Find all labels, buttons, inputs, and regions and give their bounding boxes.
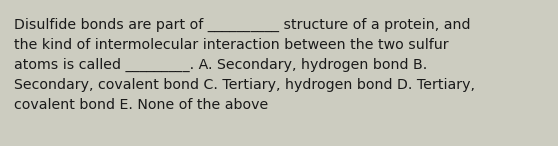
Text: Disulfide bonds are part of __________ structure of a protein, and
the kind of i: Disulfide bonds are part of __________ s…	[14, 18, 475, 112]
